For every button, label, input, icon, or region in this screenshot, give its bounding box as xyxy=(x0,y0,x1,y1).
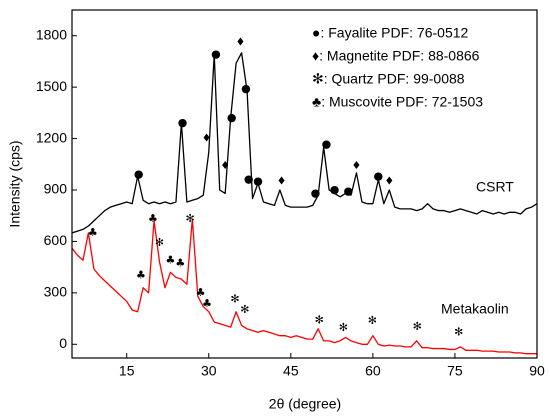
series-label: Metakaolin xyxy=(441,301,509,317)
peak-marker: ♣ xyxy=(202,297,212,310)
peak-marker: ♦ xyxy=(384,174,394,187)
peak-marker: ♣ xyxy=(175,257,185,270)
x-tick-label: 15 xyxy=(119,363,135,379)
peak-marker: ● xyxy=(253,174,263,187)
x-tick-label: 45 xyxy=(283,363,299,379)
peak-marker: ● xyxy=(211,48,221,61)
peak-marker: ● xyxy=(244,173,254,186)
peak-marker: ● xyxy=(134,168,144,181)
peak-marker: ✻ xyxy=(186,212,195,225)
peak-marker: ● xyxy=(374,169,384,182)
peak-marker: ● xyxy=(330,183,340,196)
x-tick-label: 75 xyxy=(447,363,463,379)
peak-marker: ♣ xyxy=(148,212,158,225)
peak-marker: ✻ xyxy=(230,293,239,306)
peak-marker: ♣ xyxy=(88,226,98,239)
y-axis-label: Intensity (cps) xyxy=(7,140,23,227)
peak-marker: ♦ xyxy=(220,159,230,172)
legend-entry: ♦: Magnetite PDF: 88-0866 xyxy=(312,48,480,64)
peak-marker: ✻ xyxy=(240,303,249,316)
legend-entry: ●: Fayalite PDF: 76-0512 xyxy=(312,25,469,41)
y-tick-label: 300 xyxy=(44,284,68,300)
series-line xyxy=(71,218,537,355)
x-tick-label: 90 xyxy=(529,363,545,379)
x-tick-label: 60 xyxy=(365,363,381,379)
peak-marker: ✻ xyxy=(339,321,348,334)
legend-entry: ✻: Quartz PDF: 99-0088 xyxy=(312,71,465,87)
y-tick-label: 900 xyxy=(44,181,68,197)
peak-marker: ♦ xyxy=(236,36,246,49)
series-label: CSRT xyxy=(476,179,514,195)
peak-marker: ● xyxy=(343,185,353,198)
peak-marker: ✻ xyxy=(315,313,324,326)
peak-marker: ✻ xyxy=(368,314,377,327)
peak-marker: ✻ xyxy=(155,236,164,249)
peak-marker: ♦ xyxy=(202,132,212,145)
y-tick-label: 1500 xyxy=(36,78,67,94)
y-tick-label: 1200 xyxy=(36,129,67,145)
peak-marker: ● xyxy=(322,138,332,151)
legend-entry: ♣: Muscovite PDF: 72-1503 xyxy=(312,94,483,110)
peak-marker: ♦ xyxy=(277,174,287,187)
x-axis-label: 2θ (degree) xyxy=(269,396,341,412)
y-tick-label: 600 xyxy=(44,232,68,248)
peak-marker: ● xyxy=(241,82,251,95)
y-tick-label: 0 xyxy=(59,335,67,351)
x-tick-label: 30 xyxy=(201,363,217,379)
peak-marker: ♦ xyxy=(352,159,362,172)
peak-marker: ● xyxy=(311,186,321,199)
peak-marker: ♣ xyxy=(196,286,206,299)
peak-marker: ♣ xyxy=(166,253,176,266)
peak-marker: ● xyxy=(178,116,188,129)
peak-marker: ✻ xyxy=(413,320,422,333)
peak-marker: ✻ xyxy=(454,325,463,338)
y-tick-label: 1800 xyxy=(36,26,67,42)
peak-marker: ● xyxy=(227,111,237,124)
plot-frame xyxy=(71,9,538,359)
series-line xyxy=(71,52,538,234)
peak-marker: ♣ xyxy=(136,269,146,282)
